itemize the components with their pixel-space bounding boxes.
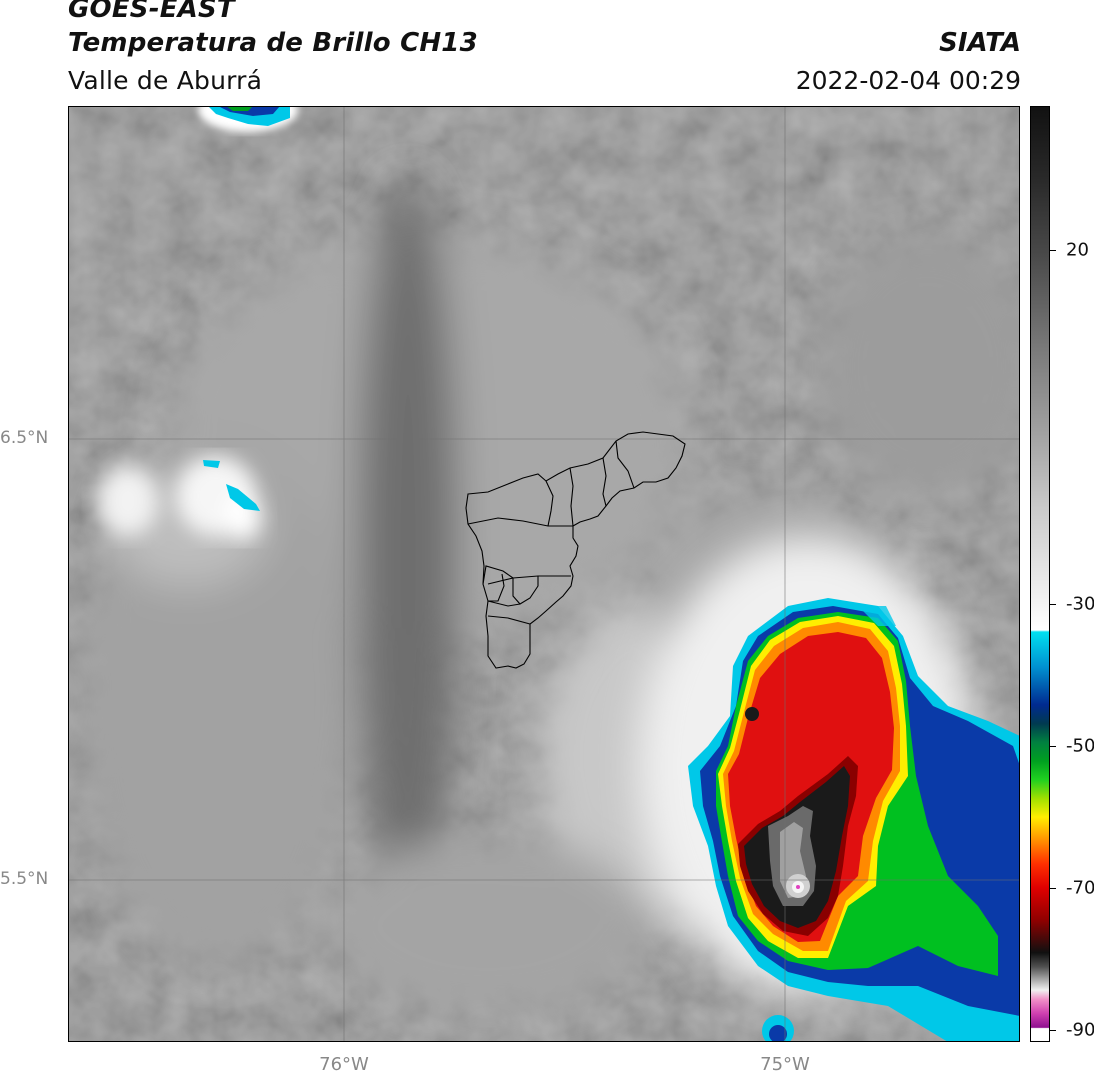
organization-label: SIATA	[939, 28, 1021, 58]
colorbar-label: 20	[1066, 239, 1089, 261]
lon-label-75: 75°W	[760, 1054, 810, 1075]
small-cold-spot	[226, 484, 260, 511]
colorbar-tick	[1050, 888, 1056, 889]
satellite-title: GOES-EAST	[68, 0, 235, 24]
colorbar-tick	[1050, 250, 1056, 251]
colorbar-label: -90	[1066, 1019, 1094, 1041]
graticule	[68, 106, 1020, 1042]
region-subtitle: Valle de Aburrá	[68, 66, 263, 95]
colorbar	[1030, 106, 1050, 1042]
lon-label-76: 76°W	[319, 1054, 369, 1075]
satellite-map[interactable]	[68, 106, 1020, 1042]
colorbar-tick	[1050, 746, 1056, 747]
colorbar-label: -70	[1066, 877, 1094, 899]
colorbar-label: -50	[1066, 735, 1094, 757]
convective-storm	[688, 598, 1020, 1042]
lat-label-6.5: 6.5°N	[0, 428, 49, 448]
lat-label-5.5: 5.5°N	[0, 869, 49, 889]
small-cold-spot	[203, 460, 220, 468]
timestamp-label: 2022-02-04 00:29	[795, 66, 1021, 95]
colorbar-tick	[1050, 604, 1056, 605]
municipal-boundaries	[465, 431, 686, 669]
colorbar-tick	[1050, 1030, 1056, 1031]
product-title: Temperatura de Brillo CH13	[68, 28, 478, 58]
colorbar-label: -30	[1066, 593, 1094, 615]
